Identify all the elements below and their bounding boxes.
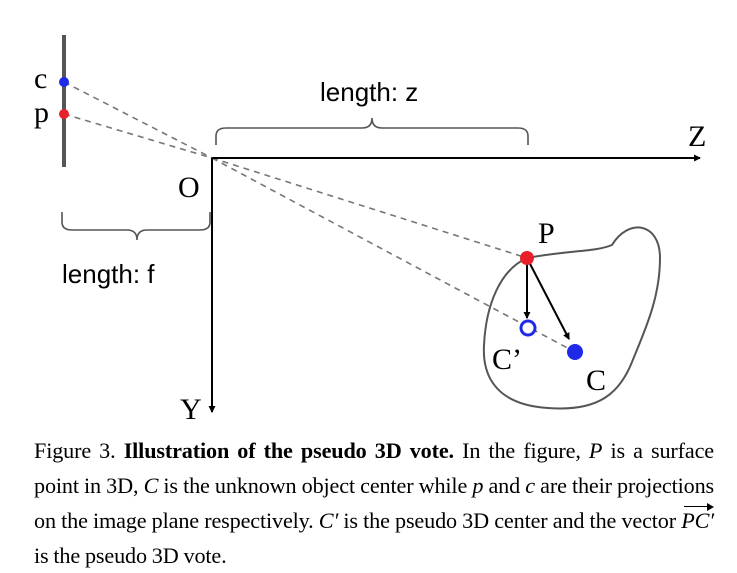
point-p-image [59,109,69,119]
caption-var: c [525,473,535,498]
label-p: p [34,96,49,129]
caption-text: is the unknown object center while [163,473,468,498]
caption-text: is the pseudo 3D center and the vector [343,508,676,533]
caption-text: is a surface point in 3D, [34,438,714,498]
label-C: C [586,364,606,397]
caption-vector-PC-prime: PC′ [681,502,714,538]
caption-var: p [472,473,484,498]
point-C-prime [519,319,537,337]
label-z-axis: Z [688,120,706,153]
ray-P [211,157,528,259]
point-P [520,251,534,265]
figure-caption: Figure 3. Illustration of the pseudo 3D … [34,433,714,573]
ray-C [211,157,576,353]
point-C [567,344,583,360]
caption-var: C′ [318,508,339,533]
ray-c [63,81,213,159]
brace-length-f [61,212,211,241]
caption-var: P [588,438,603,463]
label-C-prime: C’ [492,343,522,376]
label-length-z: length: z [320,77,418,107]
pseudo-3d-vote-diagram: c p O Z Y length: z length: f P C’ C [34,35,706,425]
label-c: c [34,62,47,95]
caption-title: Illustration of the pseudo 3D vote. [123,438,454,463]
arrow-P-to-C [526,257,570,340]
caption-text: is the pseudo 3D vote. [34,543,227,568]
caption-text: and [488,473,521,498]
label-origin: O [178,171,200,204]
label-length-f: length: f [62,259,155,289]
caption-var: C [143,473,159,498]
label-P: P [538,217,555,250]
object-outline [482,226,662,410]
brace-length-z [215,117,529,145]
caption-text: are their projections on the image plane… [34,473,714,533]
projection-rays [63,81,576,353]
ray-p [63,113,213,159]
label-y-axis: Y [180,393,202,425]
caption-text: In the figure, [462,438,581,463]
caption-figure-number: Figure 3. [34,438,116,463]
point-c-image [59,77,69,87]
